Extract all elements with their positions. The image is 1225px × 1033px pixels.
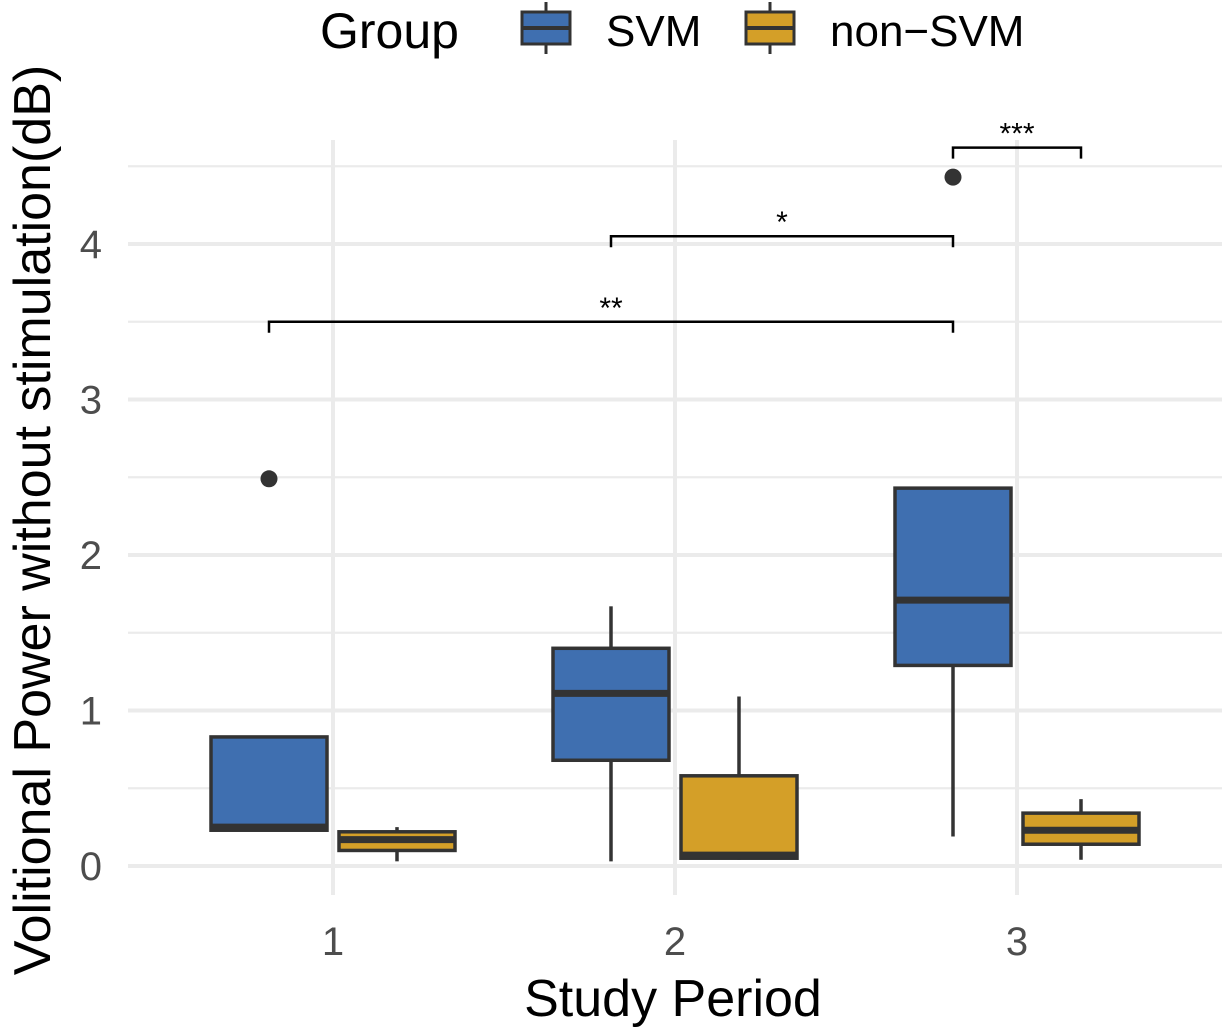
y-tick-label-1: 1: [80, 690, 102, 734]
box-svm-period-3: [893, 168, 1013, 837]
box-body-svm-2: [551, 646, 671, 763]
legend-item-non-svm: non−SVM: [744, 2, 1024, 56]
legend-label-non-svm: non−SVM: [830, 7, 1024, 56]
significance-bracket-3: **: [267, 292, 955, 333]
legend-title: Group: [320, 3, 459, 59]
significance-label-3: **: [599, 292, 623, 325]
y-axis-tick-labels: 0 1 2 3 4: [80, 223, 102, 889]
x-axis-tick-labels: 1 2 3: [322, 920, 1028, 964]
x-axis-title: Study Period: [524, 970, 822, 1028]
x-tick-label-3: 3: [1006, 920, 1028, 964]
x-tick-label-1: 1: [322, 920, 344, 964]
significance-label-1: ***: [999, 118, 1034, 151]
y-tick-label-3: 3: [80, 379, 102, 423]
legend: Group SVM non−SVM: [320, 2, 1024, 59]
legend-label-svm: SVM: [606, 7, 701, 56]
y-tick-label-0: 0: [80, 845, 102, 889]
box-plots: [209, 168, 1141, 862]
box-svm-period-1: [209, 470, 329, 832]
y-tick-label-4: 4: [80, 223, 102, 267]
significance-line-1: [951, 146, 1083, 159]
outlier-svm-1-0: [260, 470, 278, 488]
y-axis-title: Volitional Power without stimulation(dB): [4, 65, 62, 975]
box-non-svm-period-2: [679, 696, 799, 860]
significance-brackets: ******: [267, 118, 1083, 333]
legend-item-svm: SVM: [520, 2, 701, 56]
box-non-svm-period-1: [337, 827, 457, 862]
significance-line-3: [267, 320, 955, 333]
box-body-non-svm-2: [679, 774, 799, 860]
box-body-svm-1: [209, 735, 329, 832]
significance-label-2: *: [776, 206, 788, 239]
significance-line-2: [609, 234, 955, 248]
box-body-svm-3: [893, 486, 1013, 668]
x-tick-label-2: 2: [664, 920, 686, 964]
box-svm-period-2: [551, 606, 671, 862]
box-non-svm-period-3: [1021, 799, 1141, 860]
significance-bracket-2: *: [609, 206, 955, 248]
significance-bracket-1: ***: [951, 118, 1083, 159]
grid-lines: [128, 140, 1222, 895]
y-tick-label-2: 2: [80, 534, 102, 578]
outlier-svm-3-0: [944, 168, 962, 186]
